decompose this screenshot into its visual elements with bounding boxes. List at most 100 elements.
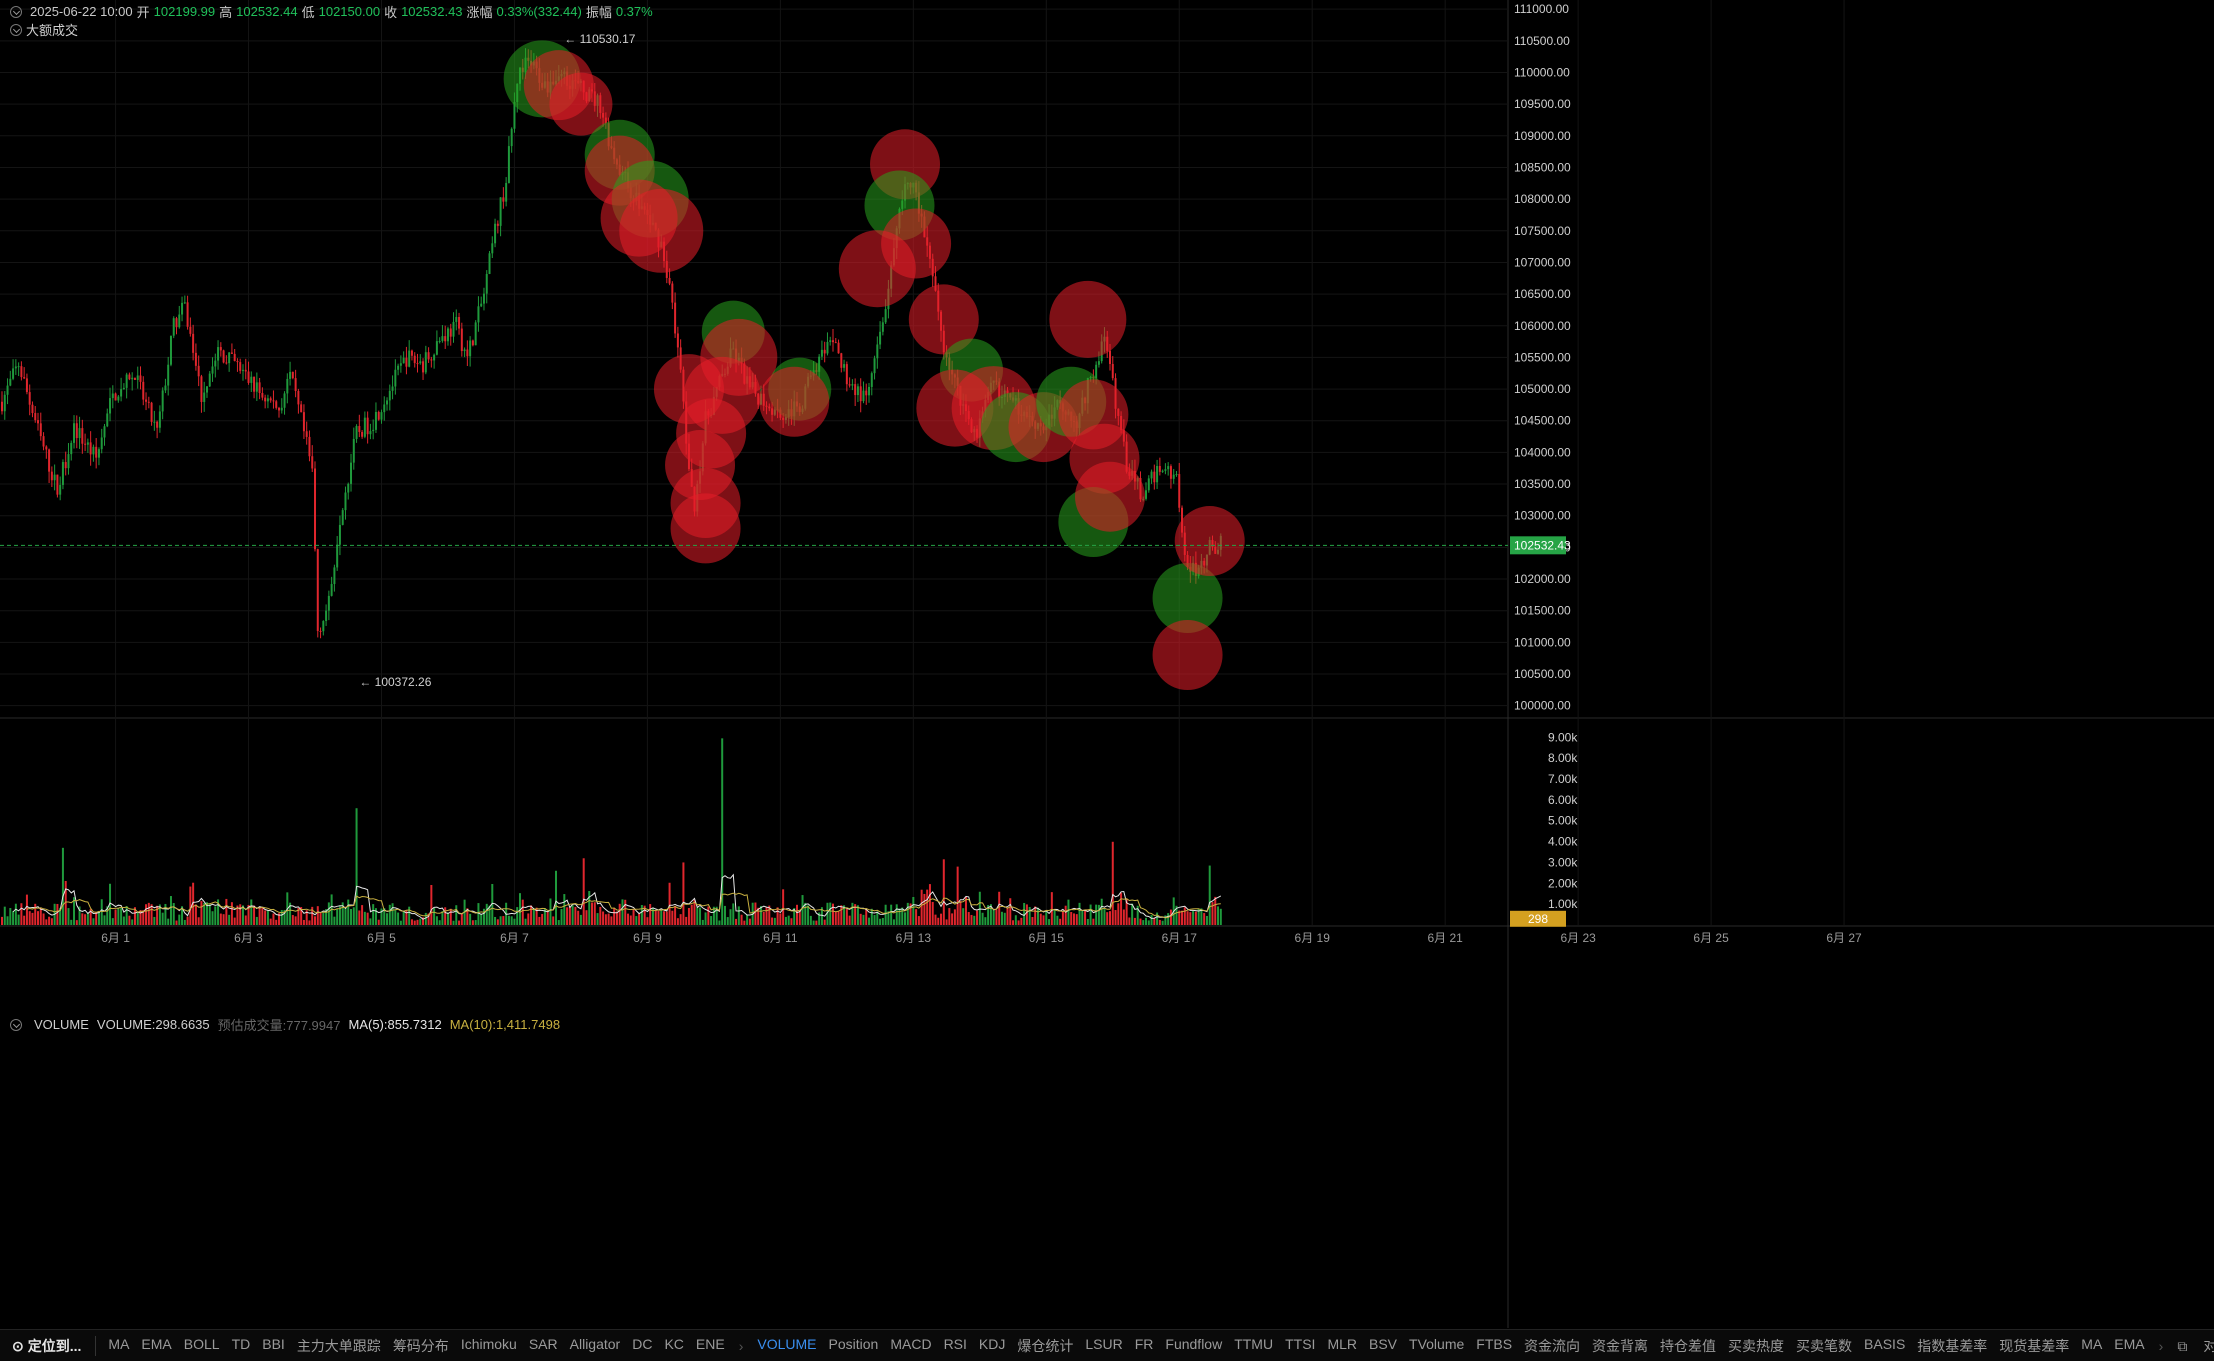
candle-body [1147,478,1150,491]
volume-bar [350,908,353,925]
sub-indicator-6[interactable]: LSUR [1085,1336,1123,1352]
locate-label: 定位到... [27,1338,82,1354]
candle-body [416,363,419,365]
candle-body [283,393,286,408]
candle-body [419,361,422,364]
volume-bar [338,906,341,925]
volume-bar [945,919,948,925]
main-indicator-1[interactable]: EMA [141,1336,172,1352]
main-indicator-7[interactable]: Ichimoku [460,1336,517,1352]
candle-body [122,387,125,390]
more-subcharts-icon[interactable]: › [2158,1338,2164,1354]
sub-indicator-3[interactable]: RSI [943,1336,967,1352]
volume-bar [1145,917,1148,925]
candle-body [1111,363,1114,379]
volume-bar [527,913,530,925]
candle-body [676,333,679,348]
volume-bar [485,903,488,925]
sub-indicator-13[interactable]: TVolume [1409,1336,1465,1352]
volume-bar [84,914,87,925]
main-indicator-6[interactable]: 筹码分布 [392,1338,449,1354]
price-tick-label: 106000.00 [1514,319,1571,333]
sub-indicator-24[interactable]: EMA [2114,1336,2145,1352]
main-indicator-8[interactable]: SAR [528,1336,558,1352]
candle-body [333,567,336,585]
sub-indicator-4[interactable]: KDJ [978,1336,1006,1352]
sub-indicator-23[interactable]: MA [2081,1336,2103,1352]
collapse-icon[interactable] [10,1018,22,1031]
sub-indicator-18[interactable]: 买卖热度 [1728,1338,1785,1354]
volume-bar [1089,904,1092,925]
sub-indicator-8[interactable]: Fundflow [1165,1336,1223,1352]
volume-bar [117,908,120,925]
volume-bar [494,916,497,925]
sub-indicator-10[interactable]: TTSI [1285,1336,1316,1352]
volume-bar [9,907,12,925]
main-indicator-2[interactable]: BOLL [183,1336,220,1352]
candle-body [131,377,134,380]
volume-bar [250,899,253,925]
edit-icon[interactable]: ⧉ [2177,1337,2188,1354]
volume-bar [233,917,236,925]
volume-bar [1014,915,1017,925]
sub-indicator-21[interactable]: 指数基差率 [1917,1338,1988,1354]
main-indicator-3[interactable]: TD [231,1336,251,1352]
candle-body [505,182,508,202]
collapse-icon[interactable] [10,23,22,36]
volume-bar [513,918,516,925]
big-trade-bubble [1152,563,1223,634]
sub-indicator-16[interactable]: 资金背离 [1592,1338,1649,1354]
volume-bar [840,905,843,925]
price-tick-label: 110500.00 [1514,34,1570,48]
main-indicator-4[interactable]: BBI [262,1336,285,1352]
main-indicator-10[interactable]: DC [632,1336,653,1352]
volume-bar [602,911,605,925]
volume-bar [222,914,225,925]
main-indicator-12[interactable]: ENE [695,1336,725,1352]
sub-indicator-1[interactable]: Position [828,1336,879,1352]
volume-bar [917,916,920,925]
candle-body [230,352,233,354]
volume-bar [1075,914,1078,925]
price-tick-label: 105500.00 [1514,350,1571,364]
volume-bar [14,903,17,925]
more-indicators-icon[interactable]: › [738,1338,744,1354]
volume-bar [1214,896,1217,925]
sub-indicator-5[interactable]: 爆仓统计 [1017,1338,1074,1354]
candle-body [81,428,84,444]
sub-indicator-17[interactable]: 持仓差值 [1660,1338,1717,1354]
scale-option-0[interactable]: 对数 [2203,1338,2214,1354]
sub-indicator-20[interactable]: BASIS [1864,1336,1906,1352]
main-indicator-5[interactable]: 主力大单跟踪 [296,1338,381,1354]
sub-indicator-7[interactable]: FR [1134,1336,1154,1352]
sub-indicator-11[interactable]: MLR [1327,1336,1357,1352]
volume-bar [679,914,682,925]
volume-bar [1131,903,1134,925]
volume-bar [624,899,627,925]
main-indicator-9[interactable]: Alligator [569,1336,621,1352]
volume-bar [989,904,992,925]
sub-indicator-22[interactable]: 现货基差率 [1999,1338,2070,1354]
candle-body [843,364,846,368]
volume-bar [607,913,610,925]
sub-indicator-15[interactable]: 资金流向 [1524,1338,1581,1354]
sub-indicator-9[interactable]: TTMU [1234,1336,1274,1352]
sub-indicator-19[interactable]: 买卖笔数 [1796,1338,1853,1354]
volume-bar [765,907,768,925]
volume-bar [217,899,220,925]
volume-ma10-line [26,892,1221,919]
sub-indicator-0[interactable]: VOLUME [757,1336,817,1352]
volume-bar [266,910,269,925]
sub-indicator-12[interactable]: BSV [1369,1336,1398,1352]
main-indicator-11[interactable]: KC [664,1336,684,1352]
sub-indicator-2[interactable]: MACD [890,1336,932,1352]
volume-bar [6,916,9,925]
sub-indicator-14[interactable]: FTBS [1476,1336,1513,1352]
collapse-icon[interactable] [10,5,22,18]
volume-bar [64,880,67,925]
main-indicator-0[interactable]: MA [108,1336,130,1352]
locate-button[interactable]: ⊙ 定位到... [0,1336,97,1356]
candle-body [266,398,269,402]
candle-body [161,390,164,412]
